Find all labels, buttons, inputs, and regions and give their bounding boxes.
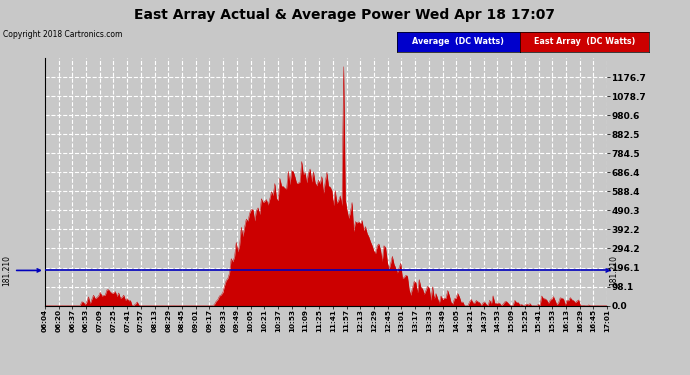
- Text: 181.210: 181.210: [606, 255, 618, 286]
- Text: East Array  (DC Watts): East Array (DC Watts): [534, 38, 635, 46]
- Text: East Array Actual & Average Power Wed Apr 18 17:07: East Array Actual & Average Power Wed Ap…: [135, 8, 555, 22]
- Text: 181.210: 181.210: [2, 255, 40, 286]
- Text: Average  (DC Watts): Average (DC Watts): [412, 38, 504, 46]
- Text: Copyright 2018 Cartronics.com: Copyright 2018 Cartronics.com: [3, 30, 123, 39]
